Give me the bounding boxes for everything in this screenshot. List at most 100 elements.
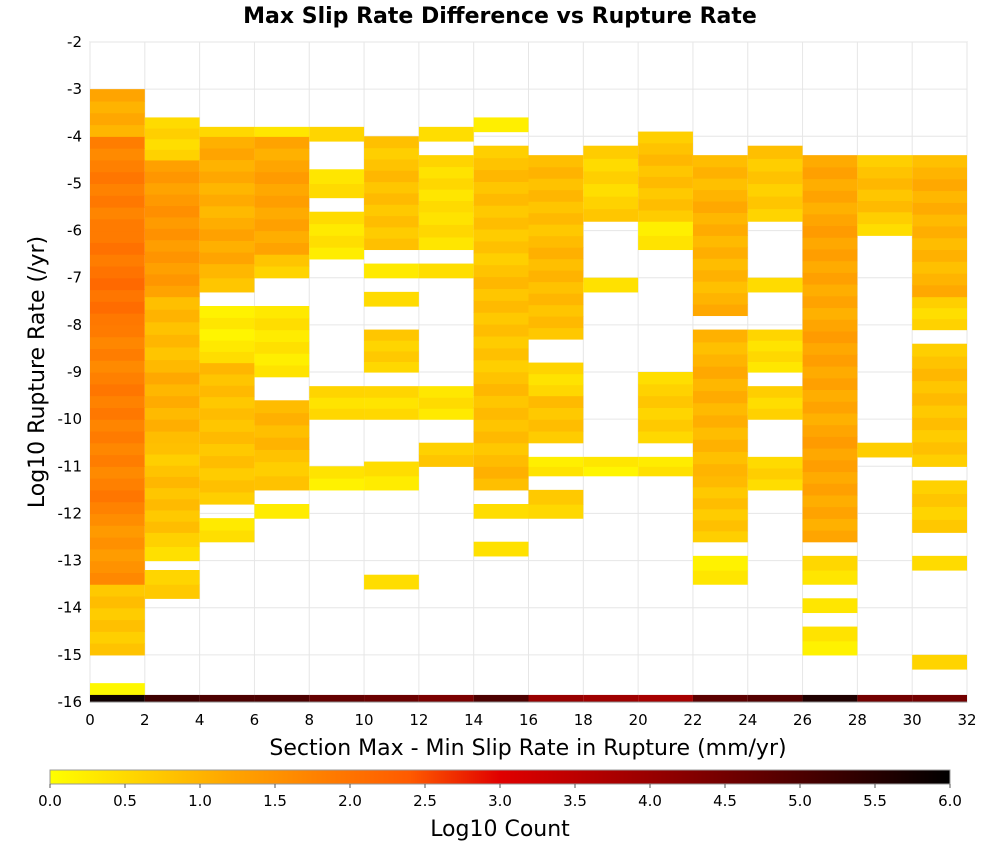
heatmap-cell: [638, 419, 693, 432]
heatmap-cell: [309, 408, 365, 420]
heatmap-cell: [254, 306, 310, 319]
heatmap-cell: [802, 213, 858, 227]
y-tick-label: -9: [67, 363, 82, 381]
heatmap-cell: [802, 555, 858, 571]
heatmap-cell: [528, 178, 584, 191]
heatmap-cell: [747, 158, 803, 172]
heatmap-cell: [418, 126, 474, 142]
heatmap-cell: [912, 555, 967, 571]
heatmap-cell: [528, 166, 584, 179]
heatmap-cell: [473, 252, 529, 266]
heatmap-cell: [857, 223, 913, 236]
heatmap-cell: [254, 475, 310, 491]
heatmap-cell: [747, 397, 803, 409]
heatmap-cell: [309, 247, 365, 260]
heatmap-cell: [364, 397, 419, 409]
heatmap-cell: [144, 521, 200, 533]
colorbar-tick-label: 0.0: [38, 792, 62, 810]
heatmap-cell: [90, 289, 145, 302]
heatmap-cell: [144, 346, 200, 361]
heatmap-cell: [747, 329, 803, 341]
colorbar-tick-label: 3.5: [563, 792, 587, 810]
heatmap-cell: [583, 208, 639, 222]
y-tick-label: -3: [67, 80, 82, 98]
heatmap-cell: [90, 683, 145, 698]
heatmap-cell: [473, 205, 529, 218]
heatmap-cell: [364, 204, 419, 217]
heatmap-cell: [90, 207, 145, 220]
heatmap-cell: [309, 386, 365, 398]
heatmap-cell: [418, 442, 474, 456]
x-tick-label: 6: [250, 711, 260, 729]
heatmap-cell: [90, 159, 145, 173]
heatmap-cell: [90, 407, 145, 420]
heatmap-cell: [692, 281, 748, 294]
heatmap-cell: [692, 451, 748, 465]
heatmap-cell: [418, 177, 474, 190]
heatmap-cell: [802, 354, 858, 367]
heatmap-cell: [364, 158, 419, 171]
heatmap-cell: [692, 200, 748, 213]
heatmap-cell: [528, 489, 584, 505]
heatmap-cell: [144, 251, 200, 263]
heatmap-cell: [144, 296, 200, 310]
heatmap-cell: [802, 412, 858, 426]
heatmap-cell: [528, 384, 584, 397]
heatmap-cell: [254, 437, 310, 450]
heatmap-cell: [528, 281, 584, 294]
x-tick-label: 24: [738, 711, 757, 729]
heatmap-cell: [90, 136, 145, 149]
heatmap-cell-bottom: [857, 694, 913, 702]
heatmap-cell: [90, 631, 145, 644]
heatmap-cell: [473, 324, 529, 337]
heatmap-cell: [418, 155, 474, 168]
heatmap-cell: [802, 248, 858, 262]
heatmap-cell: [254, 126, 310, 137]
heatmap-cells: [90, 89, 967, 702]
heatmap-cell: [912, 417, 967, 431]
colorbar-tick-label: 2.5: [413, 792, 437, 810]
heatmap-cell: [144, 262, 200, 275]
heatmap-cell-bottom: [802, 694, 858, 702]
heatmap-cell: [473, 335, 529, 349]
heatmap-cell: [912, 155, 967, 168]
heatmap-cell: [912, 392, 967, 406]
heatmap-cell: [309, 183, 365, 199]
heatmap-cell: [418, 200, 474, 213]
heatmap-cell: [747, 340, 803, 352]
heatmap-cell: [638, 209, 693, 222]
heatmap-cell: [473, 240, 529, 254]
y-tick-label: -6: [67, 222, 82, 240]
heatmap-cell: [528, 293, 584, 306]
heatmap-cell: [692, 258, 748, 271]
heatmap-cell: [144, 138, 200, 150]
heatmap-cell: [144, 239, 200, 252]
heatmap-cell: [90, 336, 145, 350]
heatmap-cell: [254, 449, 310, 463]
heatmap-cell: [199, 351, 255, 364]
heatmap-cell: [857, 189, 913, 201]
heatmap-cell: [254, 265, 310, 279]
heatmap-cell: [802, 284, 858, 297]
heatmap-cell: [199, 306, 255, 318]
heatmap-cell: [528, 270, 584, 283]
heatmap-cell: [473, 442, 529, 456]
heatmap-cell: [747, 467, 803, 480]
heatmap-cell-bottom: [418, 694, 474, 702]
heatmap-cell: [418, 211, 474, 225]
heatmap-cell: [364, 340, 419, 352]
heatmap-cell: [692, 269, 748, 282]
heatmap-cell: [144, 205, 200, 218]
heatmap-cell: [199, 443, 255, 457]
colorbar-label: Log10 Count: [430, 817, 570, 842]
heatmap-cell: [199, 385, 255, 398]
heatmap-cell: [912, 355, 967, 369]
heatmap-cell: [254, 254, 310, 267]
heatmap-cell: [364, 408, 419, 420]
heatmap-cell: [528, 419, 584, 432]
heatmap-cell: [747, 196, 803, 210]
heatmap-cell: [912, 202, 967, 215]
heatmap-cell: [199, 317, 255, 330]
heatmap-cell: [802, 260, 858, 273]
heatmap-cell: [144, 216, 200, 229]
